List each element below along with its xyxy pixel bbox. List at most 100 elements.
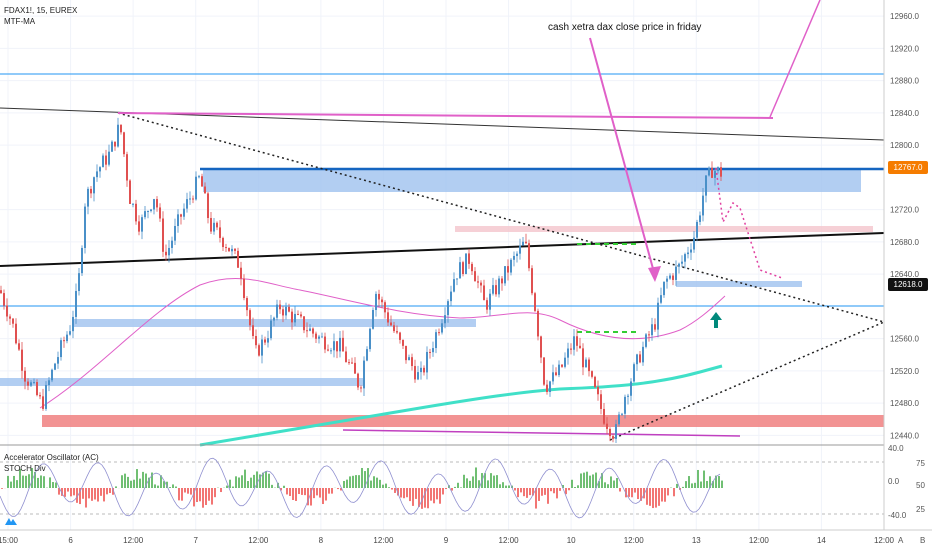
candle-body (417, 372, 419, 380)
candle-body (126, 154, 128, 181)
candle-body (543, 357, 545, 385)
annotation-arrow-line (589, 37, 656, 277)
oscillator-bar (352, 475, 354, 488)
candle-body (96, 171, 98, 178)
trendline-dotted-down (117, 112, 885, 323)
oscillator-bar (226, 485, 228, 488)
oscillator-bar (568, 488, 570, 491)
oscillator-bar (457, 482, 459, 488)
stoch-line (0, 457, 721, 519)
oscillator-bar (472, 476, 474, 488)
oscillator-bar (88, 488, 90, 499)
candle-body (72, 316, 74, 332)
oscillator-bar (283, 485, 285, 488)
candle-body (456, 278, 458, 280)
resistance-zone (203, 170, 861, 192)
oscillator-bar (175, 486, 177, 488)
candle-body (396, 331, 398, 333)
candle-body (240, 267, 242, 279)
candle-body (558, 364, 560, 376)
oscillator-bar (115, 486, 117, 488)
candle-body (477, 281, 479, 283)
candle-body (186, 199, 188, 209)
oscillator-bar (538, 488, 540, 501)
candle-body (348, 362, 350, 364)
oscillator-bar (202, 488, 204, 508)
candle-body (141, 217, 143, 232)
tradingview-logo[interactable] (4, 514, 18, 528)
candle-body (648, 334, 650, 336)
candle-body (663, 281, 665, 296)
oscillator-bar (310, 488, 312, 506)
candle-body (168, 247, 170, 256)
oscillator-bar (82, 488, 84, 499)
oscillator-bar (523, 488, 525, 497)
candle-body (351, 362, 353, 364)
oscillator-bar (655, 488, 657, 508)
candle-body (375, 293, 377, 310)
candle-body (318, 336, 320, 339)
candle-body (462, 262, 464, 275)
oscillator-bar (181, 488, 183, 501)
oscillator-bar (343, 480, 345, 488)
candle-body (51, 369, 53, 381)
candle-body (270, 320, 272, 339)
candle-body (54, 363, 56, 370)
oscillator-bar (28, 474, 30, 488)
candle-body (282, 309, 284, 316)
candle-body (369, 328, 371, 350)
candle-body (297, 313, 299, 315)
oscillator-bar (379, 479, 381, 488)
candle-body (387, 312, 389, 323)
candle-body (147, 211, 149, 213)
candle-body (66, 334, 68, 342)
time-label: 10 (567, 536, 576, 545)
price-tick: 12560.0 (890, 335, 919, 344)
candle-body (615, 424, 617, 439)
oscillator-bar (151, 472, 153, 488)
candle-body (291, 311, 293, 323)
osc-tick-50: 50 (916, 481, 925, 490)
candle-body (27, 381, 29, 386)
oscillator-bar (187, 488, 189, 494)
candle-body (696, 221, 698, 238)
oscillator-bar (502, 482, 504, 488)
candle-body (303, 316, 305, 331)
candle-body (153, 199, 155, 210)
oscillator-bar (25, 475, 27, 488)
oscillator-bar (298, 488, 300, 495)
price-tag-current: 12767.0 (888, 161, 928, 174)
oscillator-bar (391, 488, 393, 490)
oscillator-bar (553, 488, 555, 494)
candle-body (171, 240, 173, 248)
oscillator-bar (712, 481, 714, 488)
oscillator-bar (661, 488, 663, 502)
candle-body (522, 241, 524, 246)
oscillator-bar (301, 488, 303, 495)
oscillator-bar (490, 473, 492, 488)
oscillator-bar (535, 488, 537, 509)
candle-body (276, 304, 278, 318)
oscillator-bar (49, 477, 51, 488)
annotation-arrow-head (648, 266, 661, 282)
oscillator-bar (703, 470, 705, 488)
candle-body (189, 198, 191, 200)
candle-body (555, 372, 557, 376)
oscillator-bar (313, 488, 315, 499)
candle-body (711, 167, 713, 178)
oscillator-bar (145, 473, 147, 488)
candle-body (234, 248, 236, 251)
candle-body (21, 349, 23, 371)
oscillator-bar (445, 488, 447, 490)
osc-tick-25: 25 (916, 505, 925, 514)
candle-body (474, 271, 476, 282)
oscillator-bar (541, 488, 543, 496)
candle-body (288, 306, 290, 312)
oscillator-bar (112, 488, 114, 495)
candle-body (48, 380, 50, 385)
candle-body (93, 177, 95, 194)
oscillator-bar (160, 475, 162, 488)
candle-body (393, 325, 395, 332)
candle-body (516, 253, 518, 256)
